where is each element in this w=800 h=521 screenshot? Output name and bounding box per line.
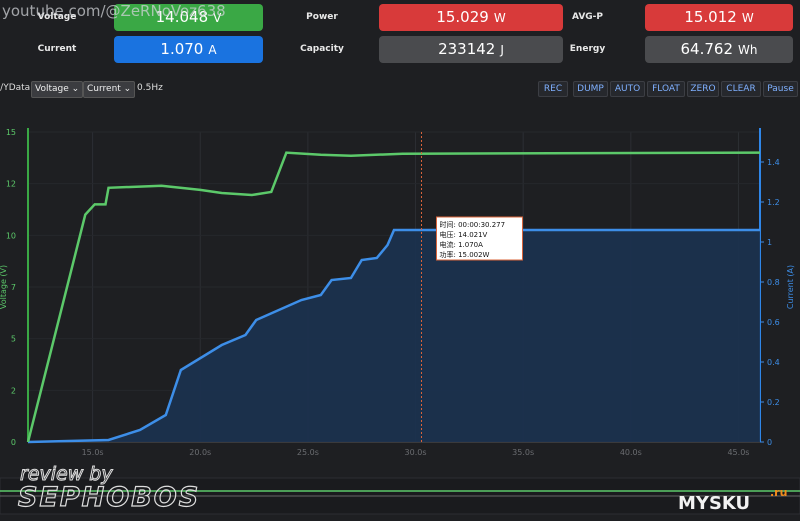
- metric-unit: A: [208, 43, 217, 57]
- series-line: [27, 228, 760, 444]
- y-axis-label: Voltage (V): [0, 265, 8, 309]
- metric-value: 64.762: [680, 40, 734, 58]
- x-tick-label: 15.0s: [82, 448, 104, 457]
- metric-box: 233142 J: [379, 36, 563, 63]
- select[interactable]: Current ⌄: [83, 81, 136, 98]
- tooltip-box: [435, 216, 523, 261]
- metric-unit: W: [493, 11, 506, 25]
- toolbar-button[interactable]: DUMP: [573, 81, 608, 97]
- toolbar-button[interactable]: FLOAT: [647, 81, 685, 97]
- tooltip-text: 电流: 1.070A: [439, 240, 483, 249]
- toolbar-button[interactable]: AUTO: [610, 81, 645, 97]
- toolbar-button[interactable]: REC: [538, 81, 568, 97]
- y2-tick-label: 1.4: [767, 158, 780, 167]
- x-tick-label: 25.0s: [297, 448, 319, 457]
- area: [28, 230, 760, 442]
- tooltip-text: 功率: 15.002W: [439, 250, 489, 259]
- watermark: review by: [20, 463, 113, 485]
- toolbar-button[interactable]: CLEAR: [721, 81, 761, 97]
- y2-tick-label: 0.8: [767, 278, 780, 287]
- tooltip-text: 电压: 14.021V: [439, 230, 487, 239]
- x-tick-label: 30.0s: [405, 448, 427, 457]
- metric-value: 15.012: [684, 8, 737, 26]
- y-tick-label: 5: [11, 335, 16, 344]
- y2-tick-label: 0: [767, 438, 772, 447]
- tooltip-text: 时间: 00:00:30.277: [439, 220, 505, 229]
- select[interactable]: Voltage ⌄: [31, 81, 84, 98]
- x-tick-label: 45.0s: [727, 448, 749, 457]
- metric-label: Current: [37, 44, 77, 54]
- watermark: MYSKU: [678, 493, 750, 514]
- metric-box: 15.029 W: [379, 4, 563, 31]
- series-line: [26, 151, 761, 443]
- metric-value: 1.070: [160, 40, 204, 58]
- y-tick-label: 2: [11, 386, 16, 395]
- toolbar-button[interactable]: ZERO: [687, 81, 719, 97]
- metric-value: 233142: [438, 40, 496, 58]
- metric-label: AVG-P: [571, 12, 604, 22]
- toolbar-label: X/YData: [0, 83, 31, 93]
- y-tick-label: 10: [6, 231, 16, 240]
- metric-label: Power: [306, 12, 338, 22]
- watermark: SEPHOBOS: [18, 482, 200, 513]
- y2-tick-label: 1.2: [767, 198, 780, 207]
- metric-box: 1.070 A: [114, 36, 263, 63]
- metric-unit: V: [213, 11, 222, 25]
- y-tick-label: 15: [6, 128, 16, 137]
- toolbar-button[interactable]: Pause: [763, 81, 798, 97]
- metric-unit: W: [741, 11, 754, 25]
- x-tick-label: 40.0s: [620, 448, 642, 457]
- watermark: youtube.com/@ZeRNoVoz638: [2, 2, 226, 20]
- watermark: .ru: [770, 486, 787, 499]
- metric-value: 15.029: [436, 8, 489, 26]
- metric-label: Capacity: [300, 44, 344, 54]
- y-tick-label: 7: [11, 283, 16, 292]
- rate: 0.5Hz: [137, 83, 163, 93]
- y2-axis-label: Current (A): [786, 265, 795, 309]
- y2-tick-label: 0.2: [767, 398, 780, 407]
- y-tick-label: 0: [11, 438, 16, 447]
- metric-value: 14.048: [155, 8, 209, 26]
- metric-box: 15.012 W: [645, 4, 793, 31]
- metric-unit: Wh: [738, 43, 758, 57]
- metric-unit: J: [500, 43, 504, 57]
- y2-tick-label: 1: [767, 238, 772, 247]
- metric-label: Voltage: [37, 12, 77, 22]
- y2-tick-label: 0.6: [767, 318, 780, 327]
- y2-tick-label: 0.4: [767, 358, 780, 367]
- metric-box: 64.762 Wh: [645, 36, 793, 63]
- x-tick-label: 20.0s: [189, 448, 211, 457]
- metric-label: Energy: [569, 44, 606, 54]
- x-tick-label: 35.0s: [512, 448, 534, 457]
- y-tick-label: 12: [6, 180, 16, 189]
- metric-box: 14.048 V: [114, 4, 263, 31]
